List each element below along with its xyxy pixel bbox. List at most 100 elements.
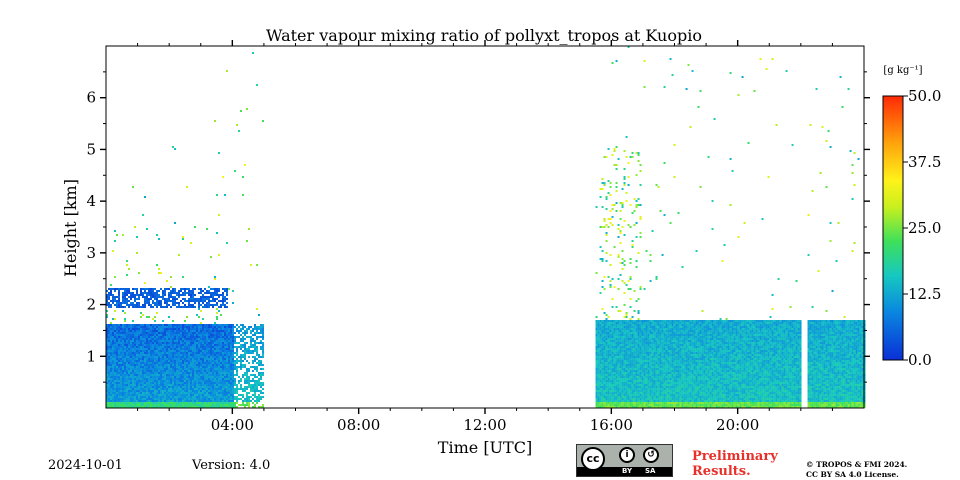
heatmap-cell [232, 388, 234, 390]
heatmap-cell [182, 356, 184, 358]
heatmap-cell [226, 386, 228, 388]
heatmap-cell [114, 288, 116, 290]
heatmap-cell [595, 340, 598, 342]
heatmap-cell [619, 324, 622, 326]
heatmap-cell [162, 390, 164, 392]
heatmap-cell [202, 374, 204, 376]
heatmap-cell [192, 400, 194, 402]
heatmap-cell [120, 326, 122, 328]
heatmap-cell [146, 374, 148, 376]
heatmap-cell [220, 360, 222, 362]
heatmap-cell [625, 388, 628, 390]
heatmap-cell [120, 346, 122, 348]
heatmap-cell [150, 306, 152, 308]
heatmap-cell [114, 386, 116, 388]
heatmap-cell [639, 332, 642, 334]
heatmap-cell [639, 204, 642, 206]
heatmap-cell [196, 340, 198, 342]
heatmap-cell [148, 324, 150, 326]
heatmap-cell [639, 402, 642, 404]
heatmap-cell [172, 368, 174, 370]
heatmap-cell [218, 360, 220, 362]
heatmap-cell [637, 374, 640, 376]
heatmap-cell [152, 362, 154, 364]
heatmap-cell [178, 294, 180, 296]
heatmap-cell [220, 380, 222, 382]
heatmap-cell [108, 392, 110, 394]
heatmap-cell [619, 354, 622, 356]
heatmap-cell [214, 380, 216, 382]
heatmap-cell [246, 404, 248, 406]
heatmap-cell [168, 374, 170, 376]
heatmap-cell [643, 394, 646, 396]
heatmap-cell [214, 342, 216, 344]
heatmap-cell [218, 342, 220, 344]
heatmap-cell [643, 386, 646, 388]
heatmap-cell [146, 352, 148, 354]
heatmap-cell [166, 366, 168, 368]
heatmap-cell [601, 394, 604, 396]
heatmap-cell [254, 324, 256, 326]
heatmap-cell [146, 376, 148, 378]
heatmap-cell [134, 298, 136, 300]
heatmap-cell [637, 388, 640, 390]
heatmap-cell [246, 396, 248, 398]
heatmap-cell [206, 374, 208, 376]
heatmap-cell [623, 220, 626, 222]
heatmap-cell [252, 328, 254, 330]
heatmap-cell [202, 398, 204, 400]
heatmap-cell [138, 392, 140, 394]
heatmap-cell [633, 338, 636, 340]
heatmap-cell [603, 334, 606, 336]
heatmap-cell [126, 404, 128, 406]
heatmap-cell [138, 356, 140, 358]
heatmap-cell [609, 376, 612, 378]
heatmap-cell [144, 326, 146, 328]
heatmap-cell [126, 324, 128, 326]
heatmap-cell [198, 388, 200, 390]
heatmap-cell [178, 382, 180, 384]
heatmap-cell [152, 390, 154, 392]
heatmap-cell [242, 390, 244, 392]
heatmap-cell [114, 276, 116, 278]
heatmap-cell [122, 406, 124, 408]
heatmap-cell [242, 388, 244, 390]
heatmap-cell [204, 348, 206, 350]
heatmap-cell [619, 330, 622, 332]
heatmap-cell [164, 324, 166, 326]
heatmap-cell [180, 362, 182, 364]
heatmap-cell [647, 396, 650, 398]
heatmap-cell [132, 404, 134, 406]
heatmap-cell [222, 378, 224, 380]
heatmap-cell [198, 362, 200, 364]
heatmap-cell [138, 404, 140, 406]
heatmap-cell [599, 364, 602, 366]
heatmap-cell [220, 306, 222, 308]
heatmap-cell [232, 394, 234, 396]
heatmap-cell [202, 370, 204, 372]
heatmap-cell [176, 362, 178, 364]
heatmap-cell [214, 378, 216, 380]
chart-title: Water vapour mixing ratio of pollyxt_tro… [266, 26, 702, 45]
heatmap-cell [162, 320, 164, 322]
heatmap-cell [168, 400, 170, 402]
heatmap-cell [144, 306, 146, 308]
heatmap-cell [222, 332, 224, 334]
heatmap-cell [228, 394, 230, 396]
heatmap-cell [246, 108, 248, 110]
heatmap-cell [639, 346, 642, 348]
heatmap-cell [132, 344, 134, 346]
heatmap-cell [210, 352, 212, 354]
heatmap-cell [639, 406, 642, 408]
heatmap-cell [232, 370, 234, 372]
heatmap-cell [619, 352, 622, 354]
heatmap-cell [148, 302, 150, 304]
heatmap-cell [152, 376, 154, 378]
heatmap-cell [200, 378, 202, 380]
heatmap-cell [194, 334, 196, 336]
heatmap-cell [629, 262, 632, 264]
heatmap-cell [208, 330, 210, 332]
heatmap-cell [114, 296, 116, 298]
heatmap-cell [182, 302, 184, 304]
heatmap-cell [625, 342, 628, 344]
